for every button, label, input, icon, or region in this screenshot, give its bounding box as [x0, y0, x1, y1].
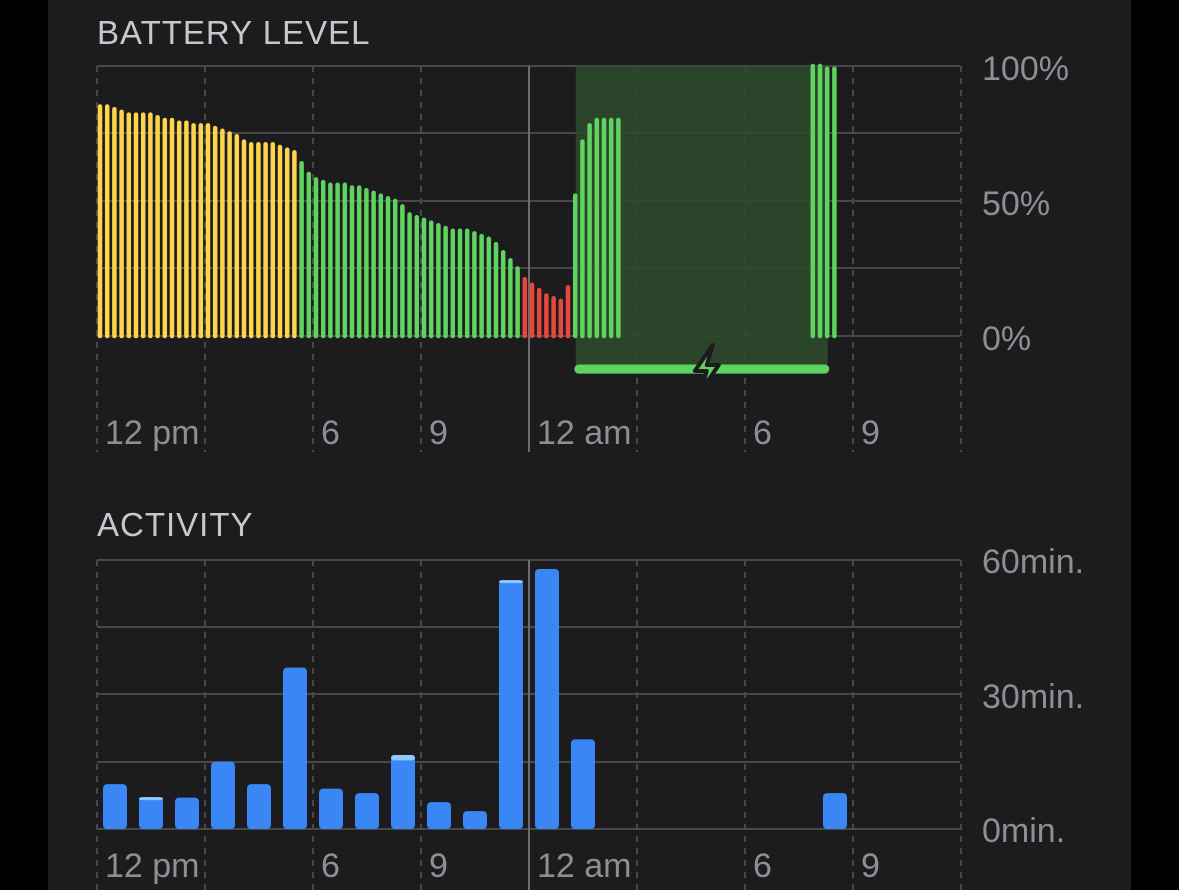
y-tick-label: 100% [982, 50, 1069, 88]
activity-bar [535, 568, 559, 829]
x-tick-label: 6 [753, 847, 772, 885]
y-tick-label: 50% [982, 185, 1050, 223]
activity-title: ACTIVITY [97, 506, 254, 543]
activity-bar [247, 784, 271, 829]
x-tick-label: 12 pm [105, 414, 200, 452]
activity-bar [211, 761, 235, 829]
battery-level-title: BATTERY LEVEL [97, 14, 371, 51]
activity-bar [499, 580, 523, 829]
x-tick-label: 9 [861, 414, 880, 452]
x-tick-label: 9 [861, 847, 880, 885]
x-tick-label: 12 am [537, 847, 632, 885]
y-tick-label: 30min. [982, 678, 1084, 716]
activity-bar [103, 784, 127, 829]
activity-bar-screen-off [391, 755, 415, 761]
activity-bar [355, 793, 379, 829]
activity-chart: 60min. 30min. 0min. 12 pm 6 9 12 am 6 9 [96, 543, 1084, 890]
x-tick-label: 6 [753, 414, 772, 452]
x-tick-label: 12 pm [105, 847, 200, 885]
battery-level-chart: 100% 50% 0% 12 pm 6 9 12 am 6 9 [96, 50, 1069, 452]
charging-shade [575, 66, 828, 374]
y-tick-label: 60min. [982, 543, 1084, 581]
activity-bar [139, 797, 163, 829]
lightning-bolt-icon [692, 343, 721, 393]
x-tick-label: 9 [429, 847, 448, 885]
x-tick-label: 12 am [537, 414, 632, 452]
x-tick-label: 6 [321, 414, 340, 452]
activity-bar [319, 788, 343, 829]
x-tick-label: 6 [321, 847, 340, 885]
activity-bar-screen-off [139, 797, 163, 801]
activity-bar [571, 739, 595, 829]
y-tick-label: 0% [982, 320, 1031, 358]
x-tick-label: 9 [429, 414, 448, 452]
y-tick-label: 0min. [982, 812, 1065, 850]
activity-bar [391, 755, 415, 829]
activity-bar [463, 811, 487, 829]
activity-bar [823, 793, 847, 829]
activity-bar [427, 802, 451, 829]
activity-bar [175, 797, 199, 829]
activity-bar [283, 667, 307, 829]
activity-bar-screen-off [499, 580, 523, 584]
